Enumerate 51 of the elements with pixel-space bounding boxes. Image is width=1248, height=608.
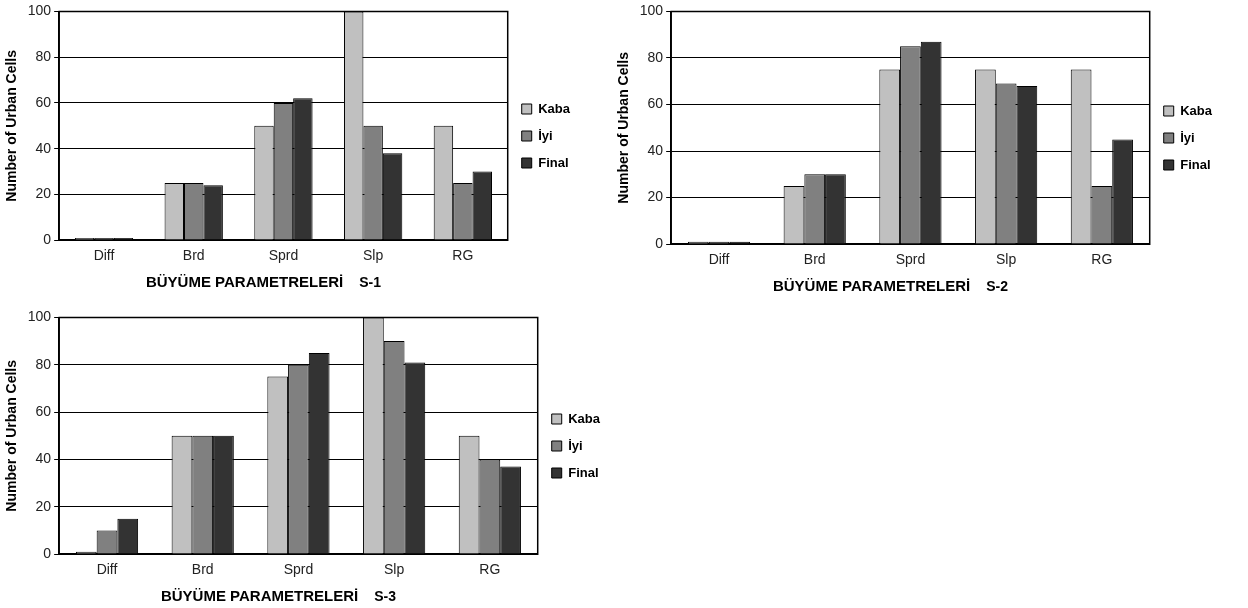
x-tick-label: Brd: [191, 561, 214, 578]
y-axis-title: Number of Urban Cells: [3, 359, 20, 512]
text: S-2: [986, 277, 1009, 294]
y-tick-label: 60: [647, 95, 664, 112]
x-axis-title: BÜYÜME PARAMETRELERİ: [160, 586, 359, 604]
x-tick-label: Brd: [803, 251, 826, 268]
y-tick-label: 60: [35, 93, 52, 110]
x-tick-label: Slp: [363, 247, 384, 264]
text: S-3: [374, 587, 397, 604]
y-tick-label: 0: [43, 545, 52, 562]
y-tick-label: 40: [647, 141, 664, 158]
x-tick-label: RG: [1091, 251, 1113, 268]
x-tick-label: RG: [452, 247, 474, 264]
y-tick-label: 100: [639, 2, 664, 19]
legend-label: Final: [1180, 156, 1211, 172]
x-tick-label: Sprd: [283, 561, 314, 578]
x-tick-label: Slp: [996, 251, 1017, 268]
x-tick-label: Sprd: [895, 251, 926, 268]
y-tick-label: 40: [35, 450, 52, 467]
x-tick-label: Diff: [96, 561, 118, 578]
y-axis-title: Number of Urban Cells: [3, 49, 20, 202]
y-tick-label: 100: [27, 308, 52, 325]
y-tick-label: 80: [35, 48, 52, 65]
text: S-1: [359, 273, 382, 290]
legend-label: Kaba: [538, 100, 571, 116]
y-tick-label: 0: [43, 231, 52, 248]
y-tick-label: 60: [35, 402, 52, 419]
x-tick-label: Slp: [384, 561, 405, 578]
legend-label: Kaba: [568, 410, 601, 426]
x-tick-label: RG: [479, 561, 501, 578]
y-tick-label: 100: [27, 2, 52, 19]
y-tick-label: 0: [655, 235, 664, 252]
y-tick-label: 40: [35, 139, 52, 156]
x-tick-label: Brd: [182, 247, 205, 264]
y-tick-label: 20: [647, 188, 664, 205]
y-tick-label: 80: [35, 355, 52, 372]
y-tick-label: 20: [35, 185, 52, 202]
legend-label: İyi: [538, 127, 553, 143]
legend-label: Kaba: [1180, 102, 1213, 118]
x-axis-title: BÜYÜME PARAMETRELERİ: [772, 276, 971, 294]
x-axis-title: BÜYÜME PARAMETRELERİ: [145, 272, 344, 290]
legend-label: İyi: [1180, 129, 1195, 145]
legend-label: İyi: [568, 437, 583, 453]
x-tick-label: Sprd: [268, 247, 299, 264]
legend-label: Final: [568, 464, 599, 480]
x-tick-label: Diff: [708, 251, 730, 268]
legend-label: Final: [538, 154, 569, 170]
y-tick-label: 80: [647, 48, 664, 65]
x-tick-label: Diff: [93, 247, 115, 264]
y-tick-label: 20: [35, 497, 52, 514]
y-axis-title: Number of Urban Cells: [615, 51, 632, 204]
